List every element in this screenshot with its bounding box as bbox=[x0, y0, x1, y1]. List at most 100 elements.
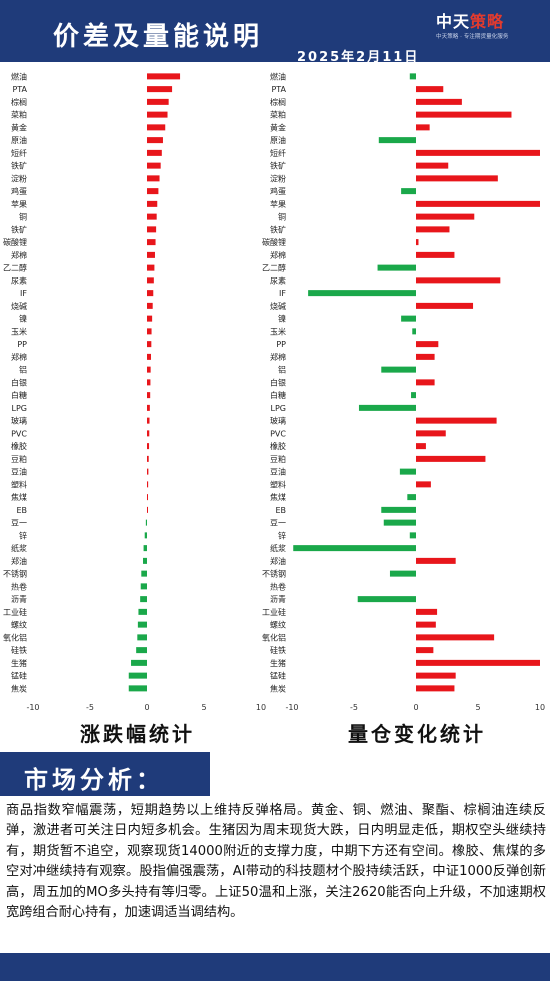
category-label: 郑棉 bbox=[270, 352, 286, 362]
bar bbox=[416, 379, 435, 386]
bar bbox=[147, 404, 150, 411]
bar bbox=[147, 366, 151, 373]
category-label: 郑油 bbox=[270, 556, 286, 566]
category-label: 白糖 bbox=[11, 390, 27, 400]
category-label: 橡胶 bbox=[11, 441, 27, 451]
bar bbox=[416, 659, 540, 666]
bar bbox=[128, 685, 147, 692]
bar bbox=[143, 545, 147, 552]
bar bbox=[147, 111, 168, 118]
bar bbox=[136, 647, 147, 654]
category-label: 白银 bbox=[270, 377, 286, 387]
bar bbox=[381, 366, 416, 373]
bar bbox=[147, 302, 153, 309]
category-label: LPG bbox=[271, 404, 286, 413]
category-label: LPG bbox=[12, 404, 27, 413]
category-label: 沥青 bbox=[11, 594, 27, 604]
category-label: 纸浆 bbox=[270, 543, 286, 553]
bar bbox=[416, 634, 495, 641]
market-analysis-text: 商品指数窄幅震荡，短期趋势以上维持反弹格局。黄金、铜、燃油、聚酯、棕榈油连续反弹… bbox=[6, 803, 546, 921]
bar bbox=[147, 213, 157, 220]
page-title: 价差及量能说明 bbox=[53, 22, 264, 52]
bar bbox=[147, 341, 152, 348]
bar bbox=[378, 137, 416, 144]
x-tick-label: -10 bbox=[26, 703, 39, 712]
category-label: PVC bbox=[11, 429, 27, 438]
bar bbox=[144, 532, 147, 539]
category-label: 碳酸锂 bbox=[262, 237, 286, 247]
x-tick-label: 10 bbox=[256, 703, 266, 712]
category-label: 热卷 bbox=[270, 581, 286, 591]
bar bbox=[147, 328, 152, 335]
bar bbox=[416, 111, 512, 118]
category-label: 豆一 bbox=[11, 519, 27, 528]
report-date: 2025年2月11日 bbox=[297, 50, 420, 65]
category-label: PP bbox=[17, 340, 27, 349]
category-label: 锌 bbox=[19, 530, 27, 540]
bar bbox=[416, 608, 438, 615]
x-tick-label: 5 bbox=[475, 703, 480, 712]
category-label: 橡胶 bbox=[270, 441, 286, 451]
bar bbox=[416, 647, 434, 654]
category-label: 不锈钢 bbox=[3, 569, 27, 579]
category-label: 生猪 bbox=[11, 658, 27, 668]
bar bbox=[416, 557, 456, 564]
x-tick-label: 10 bbox=[535, 703, 545, 712]
x-tick-label: 0 bbox=[144, 703, 149, 712]
bar bbox=[399, 468, 416, 475]
category-label: 工业硅 bbox=[3, 607, 27, 617]
category-label: 铁矿 bbox=[270, 161, 286, 171]
bar bbox=[416, 98, 462, 105]
category-label: 郑棉 bbox=[11, 250, 27, 260]
bar bbox=[416, 239, 419, 246]
bar bbox=[141, 570, 147, 577]
bar bbox=[409, 73, 416, 80]
bar bbox=[416, 685, 455, 692]
bar bbox=[416, 455, 486, 462]
bar bbox=[416, 443, 426, 450]
bar bbox=[147, 353, 151, 360]
bar bbox=[147, 188, 159, 195]
charts-area: 燃油PTA棕榈菜粕黄金原油短纤铁矿淀粉鸡蛋苹果铜铁矿碳酸锂郑棉乙二醇尿素IF烧碱… bbox=[3, 71, 545, 712]
category-label: 燃油 bbox=[270, 71, 286, 81]
category-label: 铝 bbox=[19, 365, 27, 375]
category-label: 郑棉 bbox=[270, 250, 286, 260]
bar bbox=[147, 494, 148, 501]
bar bbox=[411, 392, 416, 399]
bar bbox=[358, 404, 416, 411]
category-label: 焦炭 bbox=[270, 683, 286, 693]
category-label: PTA bbox=[12, 85, 27, 94]
category-label: 豆粕 bbox=[11, 454, 27, 464]
category-label: 焦炭 bbox=[11, 683, 27, 693]
category-label: 白银 bbox=[11, 377, 27, 387]
bar bbox=[147, 226, 157, 233]
bar bbox=[147, 162, 161, 169]
category-label: 郑棉 bbox=[11, 352, 27, 362]
category-label: 原油 bbox=[11, 135, 27, 145]
category-label: 豆粕 bbox=[270, 454, 286, 464]
bar bbox=[416, 162, 449, 169]
bar bbox=[416, 149, 540, 156]
bar bbox=[147, 443, 150, 450]
category-label: 镍 bbox=[278, 314, 286, 324]
bar bbox=[128, 672, 147, 679]
category-label: 淀粉 bbox=[11, 173, 27, 183]
category-label: 豆油 bbox=[11, 467, 27, 477]
category-label: 棕榈 bbox=[11, 97, 27, 107]
bar bbox=[140, 583, 147, 590]
category-label: 锌 bbox=[278, 530, 286, 540]
category-label: 纸浆 bbox=[11, 543, 27, 553]
category-label: 工业硅 bbox=[262, 607, 286, 617]
category-label: 硅铁 bbox=[270, 645, 286, 655]
category-label: 菜粕 bbox=[11, 110, 27, 120]
category-label: 白糖 bbox=[270, 390, 286, 400]
category-label: 豆油 bbox=[270, 467, 286, 477]
bar bbox=[147, 506, 148, 513]
bar bbox=[293, 545, 416, 552]
category-label: 铝 bbox=[278, 365, 286, 375]
bar bbox=[416, 672, 456, 679]
bar bbox=[147, 468, 149, 475]
bar bbox=[416, 86, 444, 93]
category-label: IF bbox=[279, 289, 286, 298]
bar bbox=[147, 86, 173, 93]
